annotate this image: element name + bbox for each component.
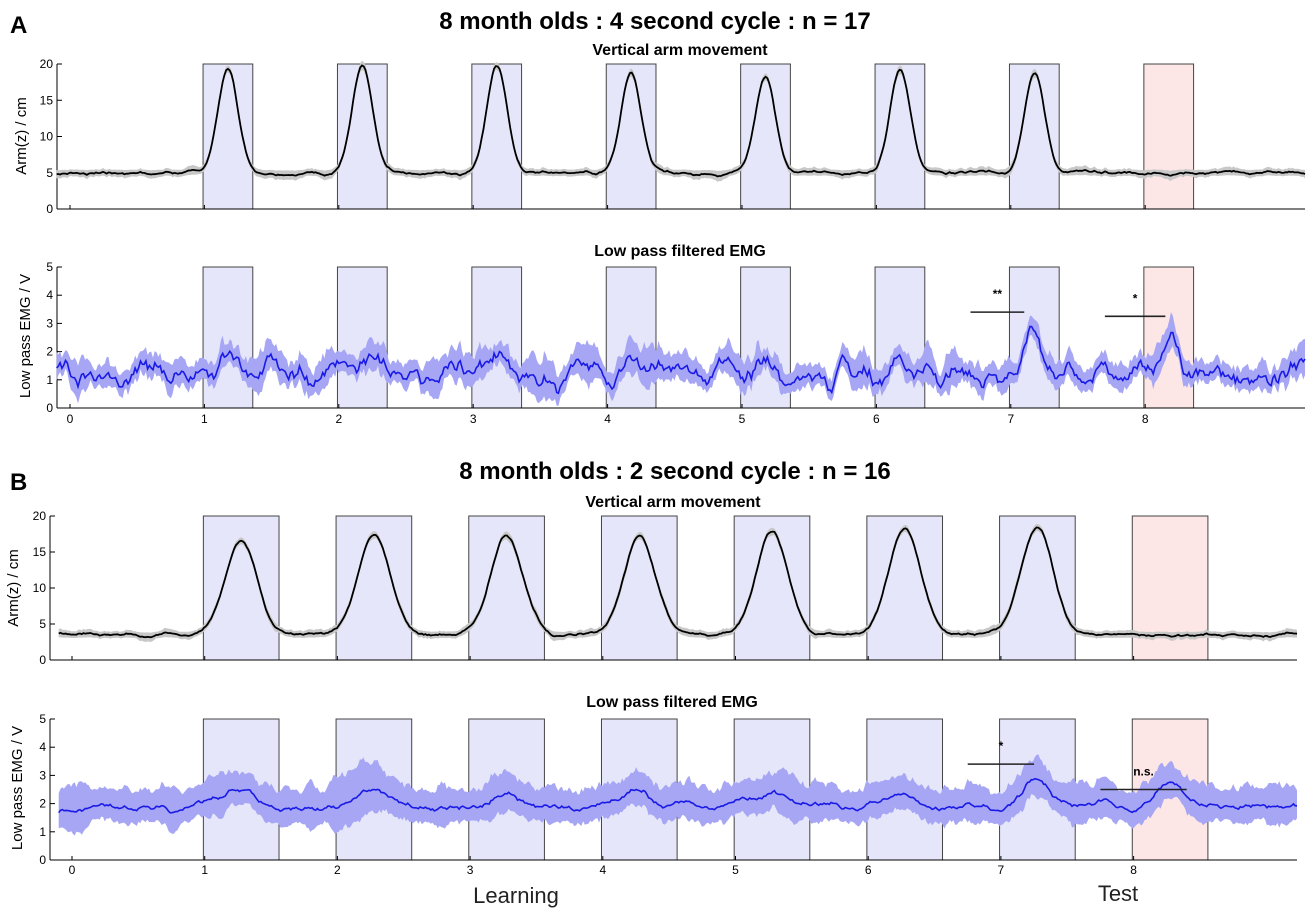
learning-label: Learning: [473, 883, 559, 908]
x-tick-label: 7: [998, 863, 1005, 877]
learning-interval-box: [336, 63, 388, 210]
x-tick-label: 2: [334, 863, 341, 877]
learning-interval-box: [336, 266, 388, 409]
panel-b-emg-subtitle: Low pass filtered EMG: [586, 694, 758, 711]
learning-interval-box: [866, 515, 944, 661]
x-tick-label: 6: [865, 863, 872, 877]
x-tick-label: 1: [201, 412, 208, 426]
learning-interval-box: [740, 63, 791, 210]
x-tick-label: 8: [1130, 863, 1137, 877]
arm-mean-line: [58, 526, 1298, 639]
panel-b-emg-ylabel: Low pass EMG / V: [9, 726, 26, 850]
emg-sem-band: [56, 312, 1306, 406]
panel-b-arm-subtitle: Vertical arm movement: [585, 494, 761, 511]
y-tick-label: 0: [39, 853, 46, 867]
x-tick-label: 5: [739, 412, 746, 426]
y-tick-label: 3: [39, 768, 46, 782]
panel-b-title: 8 month olds : 2 second cycle : n = 16: [459, 458, 890, 485]
test-label: Test: [1098, 881, 1138, 906]
y-tick-label: 20: [33, 509, 47, 523]
learning-interval-box: [600, 515, 678, 661]
y-tick-label: 5: [39, 617, 46, 631]
panel-letter-b: B: [10, 469, 27, 496]
y-tick-label: 2: [39, 797, 46, 811]
y-tick-label: 5: [46, 166, 53, 180]
panel-a-emg-ylabel: Low pass EMG / V: [17, 274, 34, 398]
test-interval-box: [1143, 63, 1195, 210]
y-tick-label: 1: [39, 825, 46, 839]
learning-interval-box: [605, 63, 657, 210]
y-tick-label: 10: [40, 130, 54, 144]
y-tick-label: 0: [46, 401, 53, 415]
significance-label: *: [999, 739, 1004, 753]
y-tick-label: 15: [33, 545, 47, 559]
learning-interval-box: [999, 515, 1076, 661]
y-tick-label: 15: [40, 93, 54, 107]
arm-mean-line: [56, 64, 1306, 178]
emg-mean-line: [56, 325, 1306, 395]
x-tick-label: 6: [873, 412, 880, 426]
panel-a-arm-ylabel: Arm(z) / cm: [13, 97, 30, 174]
y-tick-label: 5: [39, 712, 46, 726]
y-tick-label: 4: [46, 288, 53, 302]
y-tick-label: 10: [33, 581, 47, 595]
panel-letter-a: A: [10, 12, 27, 39]
y-tick-label: 20: [40, 57, 54, 71]
x-tick-label: 0: [67, 412, 74, 426]
panel-a-title: 8 month olds : 4 second cycle : n = 17: [439, 8, 870, 35]
panel-b-arm-ylabel: Arm(z) / cm: [5, 549, 22, 626]
x-tick-label: 1: [201, 863, 208, 877]
panel-b-arm-plot: 0 5 10 15 20: [33, 509, 1298, 667]
learning-interval-box: [1008, 63, 1060, 210]
learning-interval-box: [335, 515, 413, 661]
y-tick-label: 0: [39, 653, 46, 667]
y-tick-label: 5: [46, 260, 53, 274]
emg-mean-line: [58, 777, 1298, 814]
y-tick-label: 0: [46, 202, 53, 216]
panel-a-arm-subtitle: Vertical arm movement: [592, 42, 768, 59]
x-tick-label: 3: [470, 412, 477, 426]
learning-interval-box: [202, 266, 254, 409]
y-tick-label: 4: [39, 740, 46, 754]
x-tick-label: 5: [732, 863, 739, 877]
y-tick-label: 2: [46, 345, 53, 359]
panel-a-emg-subtitle: Low pass filtered EMG: [594, 243, 766, 260]
y-tick-label: 1: [46, 373, 53, 387]
x-tick-label: 4: [604, 412, 611, 426]
significance-label: n.s.: [1133, 765, 1154, 779]
x-tick-label: 0: [69, 863, 76, 877]
x-tick-label: 7: [1007, 412, 1014, 426]
significance-label: *: [1133, 291, 1138, 305]
learning-interval-box: [874, 63, 926, 210]
x-tick-label: 3: [467, 863, 474, 877]
learning-interval-box: [471, 266, 523, 409]
x-tick-label: 2: [335, 412, 342, 426]
x-tick-label: 8: [1142, 412, 1149, 426]
panel-a-arm-plot: 0 5 10 15 20: [40, 57, 1306, 216]
panel-b-emg-plot: 0 1 2 3 4 5 * n.s.: [39, 712, 1298, 867]
arm-sem-band: [56, 60, 1306, 182]
emg-sem-band: [58, 754, 1298, 836]
x-tick-label: 4: [599, 863, 606, 877]
learning-interval-box: [202, 63, 254, 210]
learning-interval-box: [733, 515, 811, 661]
y-tick-label: 3: [46, 316, 53, 330]
panel-b: 0 5 10 15 20 0 1 2 3 4 5 * n.s. 0 1 2 3 4 5 6 7 8: [33, 509, 1298, 877]
significance-label: **: [993, 287, 1003, 301]
learning-interval-box: [471, 63, 523, 210]
